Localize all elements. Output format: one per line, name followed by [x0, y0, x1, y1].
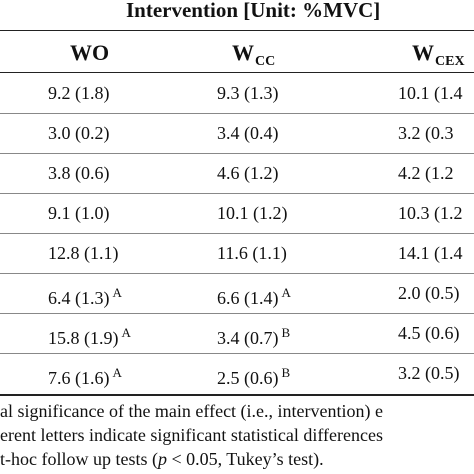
table-cell: 15.8 (1.9) A [48, 314, 131, 352]
cell-value: 4.2 (1.2 [398, 163, 454, 183]
table-cell: 3.8 (0.6) [48, 154, 110, 192]
cell-value: 12.8 (1.1) [48, 243, 119, 263]
column-header-rule [0, 72, 474, 73]
column-header-wcex-base: W [412, 40, 434, 65]
table-cell: 4.2 (1.2 [398, 154, 454, 192]
table-cell: 3.4 (0.7) B [217, 314, 290, 352]
table-row: 3.0 (0.2) 3.4 (0.4) 3.2 (0.3 [0, 114, 474, 152]
cell-value: 2.0 (0.5) [398, 283, 460, 303]
row-divider [0, 313, 474, 314]
significance-letter: B [281, 325, 291, 340]
column-header-wcc-base: W [232, 40, 254, 65]
table-cell: 7.6 (1.6) A [48, 354, 122, 392]
column-header-wcex: WCEX [412, 36, 465, 70]
table-cell: 3.4 (0.4) [217, 114, 279, 152]
cell-value: 10.1 (1.2) [217, 203, 288, 223]
cell-value: 10.1 (1.4 [398, 83, 463, 103]
row-divider [0, 353, 474, 354]
table-row: 9.1 (1.0) 10.1 (1.2) 10.3 (1.2 [0, 194, 474, 232]
table-cell: 6.6 (1.4) A [217, 274, 291, 312]
column-header-wcc-sub: CC [255, 54, 276, 69]
table-row: 12.8 (1.1) 11.6 (1.1) 14.1 (1.4 [0, 234, 474, 272]
cell-value: 6.4 (1.3) [48, 288, 110, 308]
cell-value: 9.2 (1.8) [48, 83, 110, 103]
table-row: 3.8 (0.6) 4.6 (1.2) 4.2 (1.2 [0, 154, 474, 192]
row-divider [0, 273, 474, 274]
footnote-line-1: al significance of the main effect (i.e.… [0, 400, 474, 422]
group-header-text: Intervention [Unit: %MVC] [126, 0, 381, 22]
table-cell: 6.4 (1.3) A [48, 274, 122, 312]
cell-value: 10.3 (1.2 [398, 203, 463, 223]
cell-value: 14.1 (1.4 [398, 243, 463, 263]
footnote-line-3: t-hoc follow up tests (p < 0.05, Tukey’s… [0, 448, 474, 470]
footnote-line-3-pre: t-hoc follow up tests ( [0, 449, 158, 469]
row-divider [0, 233, 474, 234]
row-divider [0, 193, 474, 194]
table-cell: 10.3 (1.2 [398, 194, 463, 232]
significance-letter: A [281, 285, 291, 300]
table-cell: 2.0 (0.5) [398, 274, 460, 312]
cell-value: 3.4 (0.4) [217, 123, 279, 143]
table-cell: 4.5 (0.6) [398, 314, 460, 352]
table-cell: 9.3 (1.3) [217, 74, 279, 112]
row-divider [0, 113, 474, 114]
cell-value: 11.6 (1.1) [217, 243, 287, 263]
cell-value: 7.6 (1.6) [48, 368, 110, 388]
table-cell: 4.6 (1.2) [217, 154, 279, 192]
column-header-wcex-sub: CEX [435, 54, 465, 69]
column-header-wo-text: WO [70, 40, 110, 65]
cell-value: 9.1 (1.0) [48, 203, 110, 223]
footnote-line-1-text: al significance of the main effect (i.e.… [0, 401, 384, 421]
table-cell: 14.1 (1.4 [398, 234, 463, 272]
cell-value: 4.6 (1.2) [217, 163, 279, 183]
cell-value: 3.8 (0.6) [48, 163, 110, 183]
table-cell: 9.2 (1.8) [48, 74, 110, 112]
table-bottom-rule [0, 394, 474, 396]
table-row: 9.2 (1.8) 9.3 (1.3) 10.1 (1.4 [0, 74, 474, 112]
table-cell: 9.1 (1.0) [48, 194, 110, 232]
significance-letter: A [112, 365, 122, 380]
table-cell: 2.5 (0.6) B [217, 354, 290, 392]
column-header-wcc: WCC [232, 36, 275, 70]
cell-value: 3.0 (0.2) [48, 123, 110, 143]
cell-value: 4.5 (0.6) [398, 323, 460, 343]
cell-value: 9.3 (1.3) [217, 83, 279, 103]
group-header-rule [0, 30, 474, 31]
table-row: 6.4 (1.3) A 6.6 (1.4) A 2.0 (0.5) [0, 274, 474, 312]
table-cell: 12.8 (1.1) [48, 234, 119, 272]
table-cell: 10.1 (1.2) [217, 194, 288, 232]
cell-value: 3.2 (0.5) [398, 363, 460, 383]
footnote-line-2-text: erent letters indicate significant stati… [0, 425, 384, 445]
cell-value: 2.5 (0.6) [217, 368, 279, 388]
footnote-line-2: erent letters indicate significant stati… [0, 424, 474, 446]
table-cell: 3.2 (0.3 [398, 114, 454, 152]
table-cell: 3.0 (0.2) [48, 114, 110, 152]
significance-letter: A [121, 325, 131, 340]
group-header: Intervention [Unit: %MVC] [0, 0, 474, 30]
cell-value: 3.4 (0.7) [217, 328, 279, 348]
table-cell: 10.1 (1.4 [398, 74, 463, 112]
significance-letter: A [112, 285, 122, 300]
cell-value: 6.6 (1.4) [217, 288, 279, 308]
cell-value: 3.2 (0.3 [398, 123, 454, 143]
significance-letter: B [281, 365, 291, 380]
footnote-line-3-p: p [157, 449, 167, 469]
footnote-line-3-post: < 0.05, Tukey’s test). [166, 449, 324, 469]
table-cell: 3.2 (0.5) [398, 354, 460, 392]
table-row: 7.6 (1.6) A 2.5 (0.6) B 3.2 (0.5) [0, 354, 474, 392]
table-row: 15.8 (1.9) A 3.4 (0.7) B 4.5 (0.6) [0, 314, 474, 352]
column-header-wo: WO [70, 36, 109, 70]
cell-value: 15.8 (1.9) [48, 328, 119, 348]
table-cell: 11.6 (1.1) [217, 234, 287, 272]
row-divider [0, 153, 474, 154]
